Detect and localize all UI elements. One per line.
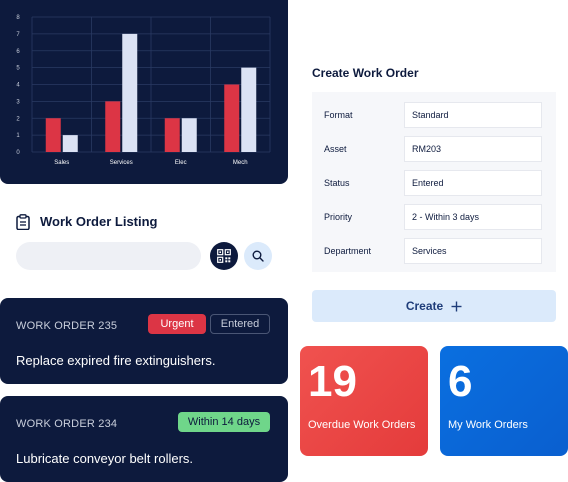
y-tick-label: 1 [16,133,20,139]
y-tick-label: 7 [16,32,20,38]
work-order-description: Lubricate conveyor belt rollers. [16,451,194,466]
bar [45,118,61,152]
bar-chart-card: 0 1 2 3 4 5 6 7 8 Sales Services Elec Mech [0,0,288,184]
overdue-work-orders-tile[interactable]: 19 Overdue Work Orders [300,346,428,456]
my-label: My Work Orders [448,419,528,431]
priority-label: Priority [324,212,353,222]
bar-chart: 0 1 2 3 4 5 6 7 8 Sales Services Elec Mech [16,15,271,166]
create-button[interactable]: Create [312,290,556,322]
create-work-order-form: Format Standard Asset RM203 Status Enter… [312,92,556,272]
department-label: Department [324,246,372,256]
priority-field[interactable]: 2 - Within 3 days [404,204,542,230]
qr-code-icon [217,249,231,263]
y-tick-label: 0 [16,150,20,156]
bar [122,33,138,152]
qr-scan-button[interactable] [210,242,238,270]
format-field[interactable]: Standard [404,102,542,128]
work-order-card[interactable]: WORK ORDER 235 Urgent Entered Replace ex… [0,298,288,384]
department-field[interactable]: Services [404,238,542,264]
x-tick-label: Sales [54,160,69,166]
y-tick-label: 5 [16,66,20,72]
bar [224,84,240,152]
overdue-label: Overdue Work Orders [308,419,416,431]
status-label: Status [324,178,350,188]
bar [164,118,180,152]
work-order-card[interactable]: WORK ORDER 234 Within 14 days Lubricate … [0,396,288,482]
urgent-badge: Urgent [148,314,206,334]
bar [181,118,197,152]
asset-field[interactable]: RM203 [404,136,542,162]
bar [105,101,121,152]
plus-icon [451,301,462,311]
bar [241,67,257,152]
y-tick-label: 6 [16,49,20,55]
my-count: 6 [448,357,473,406]
clipboard-icon [16,214,30,230]
y-tick-label: 4 [16,83,20,89]
search-button[interactable] [244,242,272,270]
work-order-id: WORK ORDER 234 [16,418,118,430]
form-title: Create Work Order [312,66,419,80]
bar [62,135,78,152]
x-tick-label: Services [110,160,133,166]
search-input[interactable] [16,242,201,270]
x-tick-label: Elec [175,160,187,166]
format-label: Format [324,110,353,120]
asset-label: Asset [324,144,347,154]
listing-title: Work Order Listing [40,214,158,229]
y-tick-label: 2 [16,116,20,122]
overdue-count: 19 [308,357,357,406]
my-work-orders-tile[interactable]: 6 My Work Orders [440,346,568,456]
status-badge: Entered [210,314,270,334]
x-tick-label: Mech [233,160,248,166]
due-badge: Within 14 days [178,412,270,432]
work-order-description: Replace expired fire extinguishers. [16,353,216,368]
create-button-label: Create [405,299,444,313]
work-order-id: WORK ORDER 235 [16,320,118,332]
y-tick-label: 3 [16,99,20,105]
y-tick-label: 8 [16,15,20,21]
status-field[interactable]: Entered [404,170,542,196]
search-icon [252,250,264,262]
